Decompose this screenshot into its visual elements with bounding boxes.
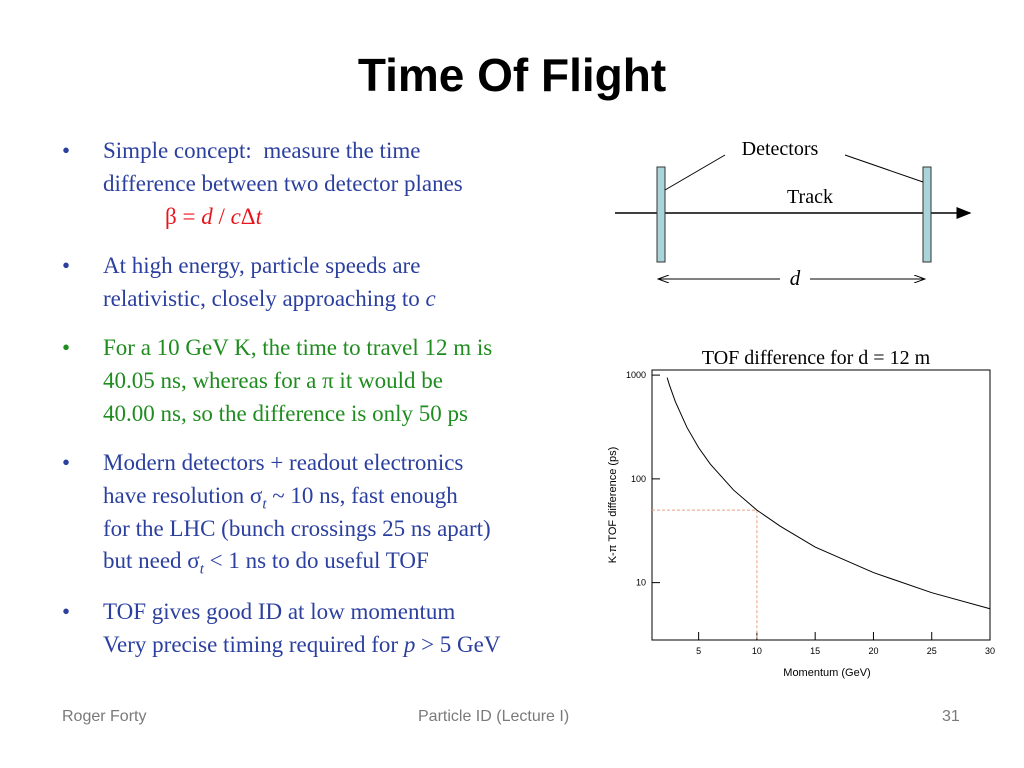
track-label: Track <box>787 186 833 208</box>
text: < 1 ns to do useful TOF <box>203 548 429 574</box>
bullet-line: At high energy, particle speeds are <box>103 253 420 279</box>
footer-course: Particle ID (Lecture I) <box>418 708 570 725</box>
bullet-line: Simple concept: measure the time <box>103 138 420 164</box>
bullet-symbol: • <box>62 335 71 360</box>
bullet-line: relativistic, closely approaching to c <box>103 286 436 312</box>
bullet-line: have resolution σt ~ 10 ns, fast enough <box>103 483 458 514</box>
bullet-symbol: • <box>62 138 71 163</box>
bullet-line: 40.05 ns, whereas for a π it would be <box>103 368 443 394</box>
text: difference between two detector planes <box>103 170 463 196</box>
text: Simple concept: measure the time <box>103 138 421 163</box>
text: c <box>425 285 436 311</box>
text: but need σ <box>103 548 200 574</box>
text: TOF gives good ID at low momentum <box>103 599 456 624</box>
text: ~ 10 ns, fast enough <box>266 482 458 508</box>
detector <box>656 166 666 263</box>
text: 40.00 ns, so the difference is only 50 p… <box>103 400 468 426</box>
x-tick-label: 25 <box>927 646 937 656</box>
text: c <box>230 203 241 229</box>
x-axis-label: Momentum (GeV) <box>783 667 870 679</box>
text: Δ <box>240 203 256 229</box>
x-tick-label: 30 <box>985 646 995 656</box>
text: for the LHC (bunch crossings 25 ns apart… <box>103 515 491 541</box>
x-tick-label: 15 <box>810 646 820 656</box>
footer-author: Roger Forty <box>62 708 147 725</box>
leader <box>664 154 726 191</box>
text: have resolution σ <box>103 482 263 508</box>
y-tick-label: 10 <box>636 578 646 588</box>
bullet-symbol: • <box>62 450 71 475</box>
bullet-line: For a 10 GeV K, the time to travel 12 m … <box>103 335 492 361</box>
bullet-line: but need σt < 1 ns to do useful TOF <box>103 548 429 579</box>
bullet-line: TOF gives good ID at low momentum <box>103 599 455 625</box>
reference-line <box>652 509 758 640</box>
bullet-line: difference between two detector planes <box>103 171 463 197</box>
y-axis-label: K-π TOF difference (ps) <box>607 447 619 564</box>
bullet-line: Very precise timing required for p > 5 G… <box>103 632 500 658</box>
text: Very precise timing required for <box>103 631 404 657</box>
detectors-label: Detectors <box>742 138 819 160</box>
text: p <box>403 631 416 657</box>
distance-label: d <box>790 266 801 290</box>
plot-frame <box>651 369 991 641</box>
bullet-line: β = d / cΔt <box>165 204 262 230</box>
text: For a 10 GeV K, the time to travel 12 m … <box>103 335 493 360</box>
text: t <box>255 203 262 229</box>
x-tick-label: 5 <box>696 646 701 656</box>
x-tick-label: 20 <box>868 646 878 656</box>
bullet-symbol: • <box>62 253 71 278</box>
text: t <box>199 561 204 578</box>
text: t <box>262 496 267 513</box>
slide-title: Time Of Flight <box>357 49 667 101</box>
y-tick-label: 100 <box>631 474 646 484</box>
text: 40.05 ns, whereas for a π it would be <box>103 367 443 393</box>
footer-page: 31 <box>942 708 960 725</box>
bullet-line: Modern detectors + readout electronics <box>103 450 463 476</box>
bullet-line: for the LHC (bunch crossings 25 ns apart… <box>103 516 491 542</box>
y-tick-label: 1000 <box>626 370 646 380</box>
text: > 5 GeV <box>415 631 501 657</box>
detector <box>922 166 932 263</box>
text: relativistic, closely approaching to <box>103 285 426 311</box>
text: Modern detectors + readout electronics <box>103 450 464 475</box>
chart: TOF difference for d = 12 m 5 10 15 20 25 30 10… <box>607 347 995 679</box>
bullet-symbol: • <box>62 599 71 624</box>
bullet-line: 40.00 ns, so the difference is only 50 p… <box>103 401 468 427</box>
chart-title: TOF difference for d = 12 m <box>702 347 931 369</box>
x-tick-label: 10 <box>752 646 762 656</box>
text: β = <box>165 203 202 229</box>
text: d <box>201 203 213 229</box>
leader <box>844 154 924 183</box>
text: At high energy, particle speeds are <box>103 253 421 278</box>
text: / <box>212 203 231 229</box>
series-line <box>666 377 991 610</box>
